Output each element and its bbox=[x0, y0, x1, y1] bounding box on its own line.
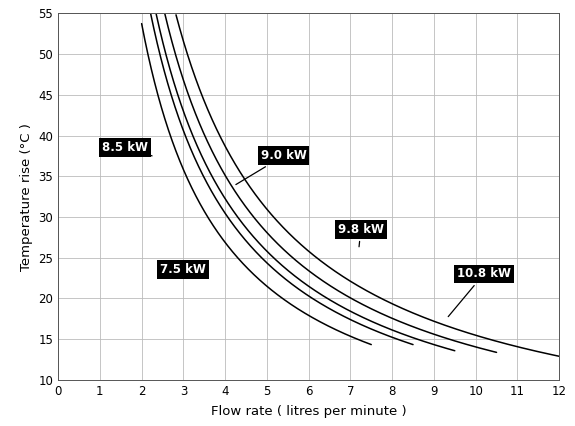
X-axis label: Flow rate ( litres per minute ): Flow rate ( litres per minute ) bbox=[211, 405, 407, 417]
Text: 9.0 kW: 9.0 kW bbox=[236, 150, 306, 184]
Text: 10.8 kW: 10.8 kW bbox=[448, 268, 511, 317]
Text: 7.5 kW: 7.5 kW bbox=[160, 263, 206, 276]
Text: 9.8 kW: 9.8 kW bbox=[338, 223, 384, 247]
Text: 8.5 kW: 8.5 kW bbox=[102, 141, 152, 156]
Y-axis label: Temperature rise (°C ): Temperature rise (°C ) bbox=[20, 123, 33, 271]
